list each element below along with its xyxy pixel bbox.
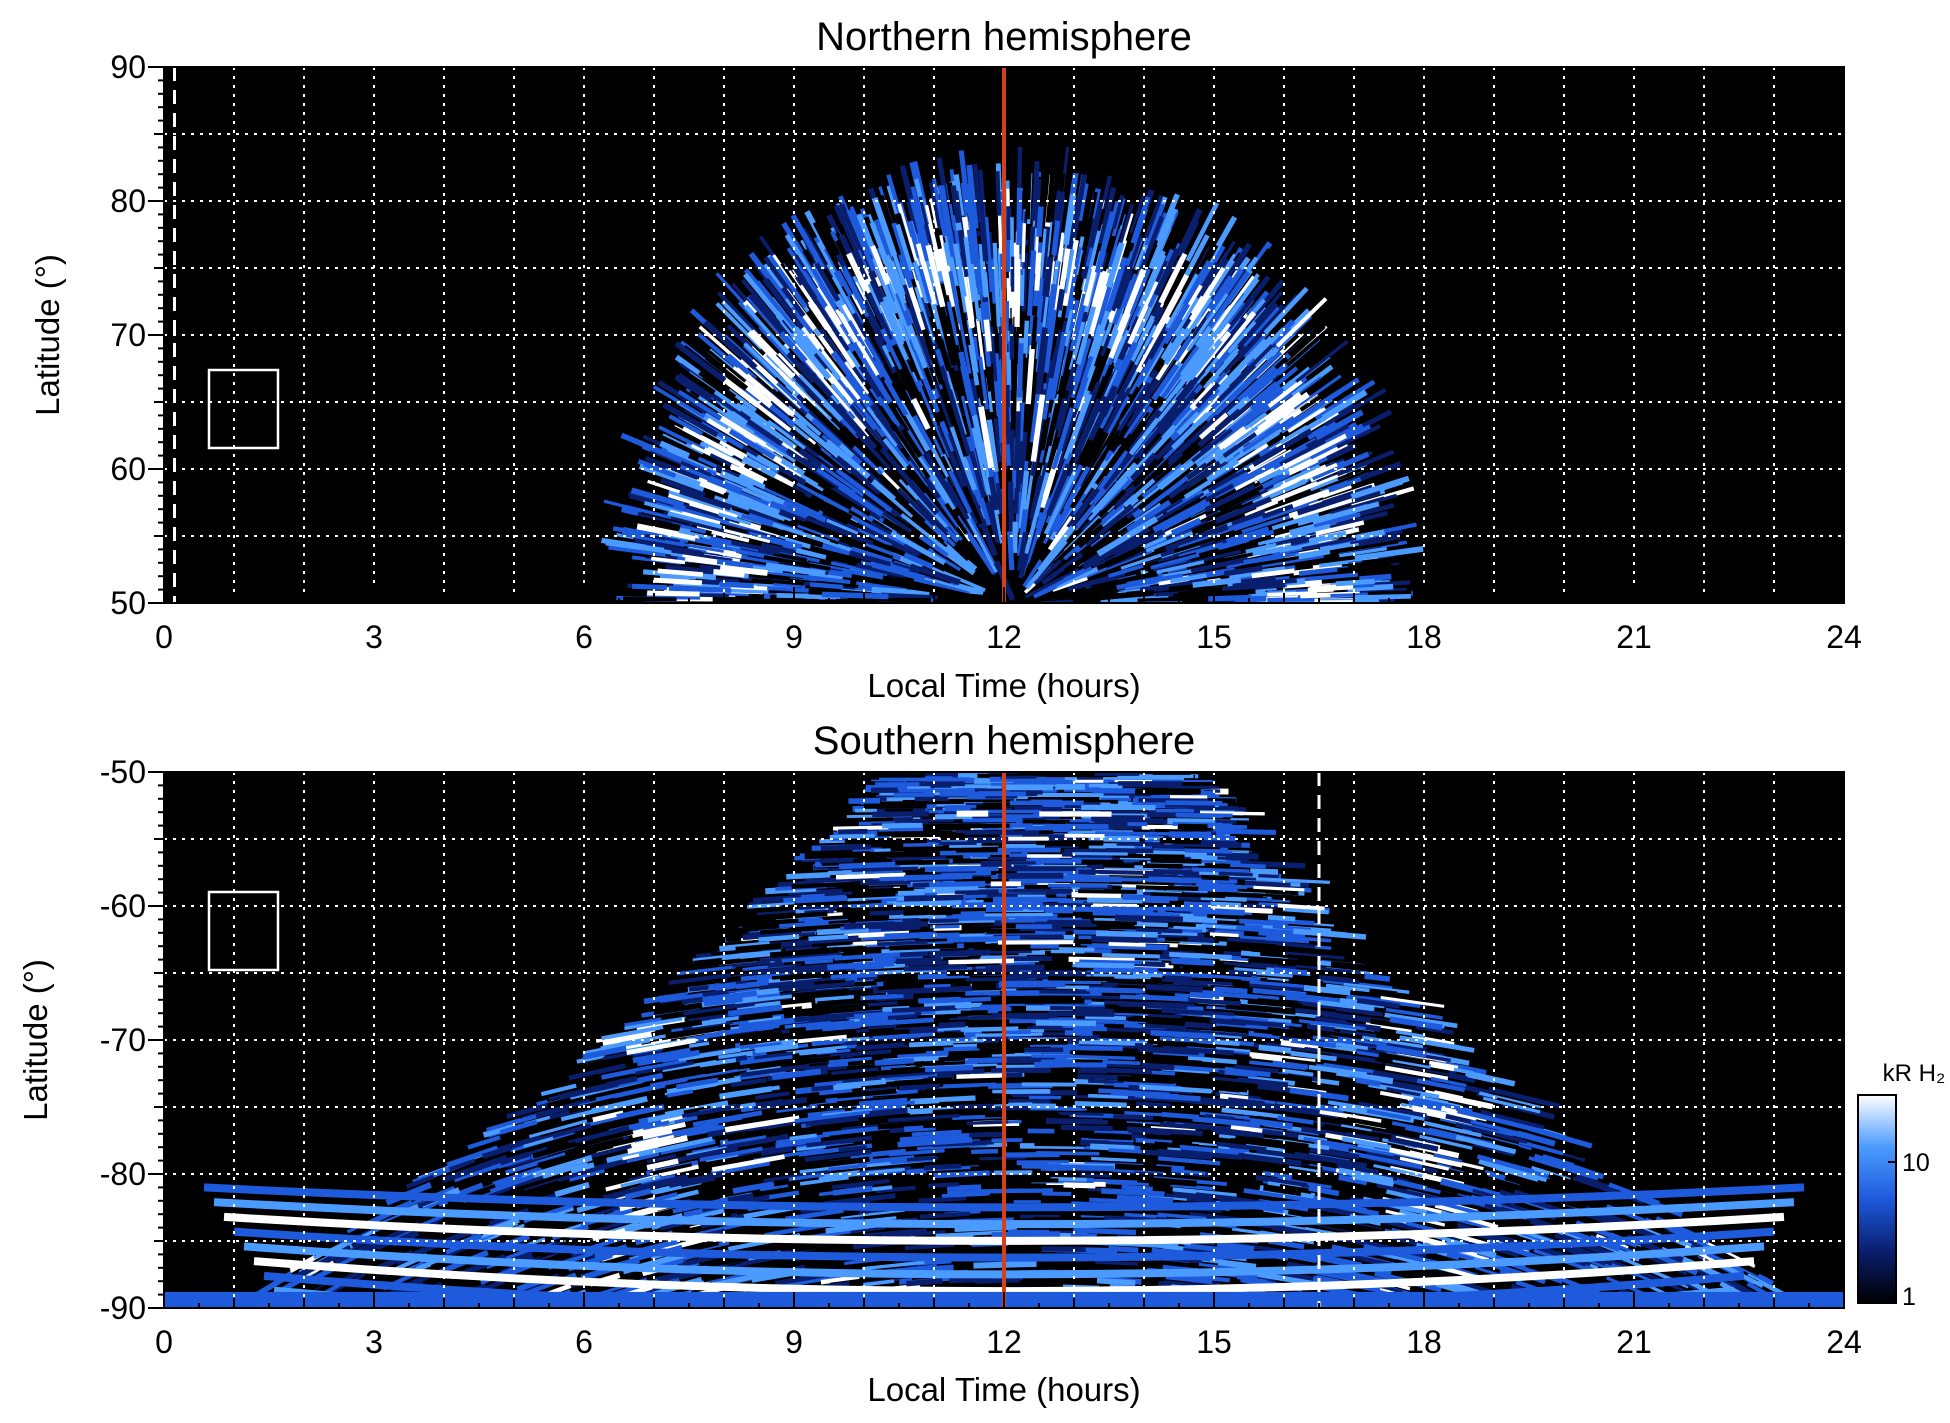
south-y-tick-label: -90 xyxy=(100,1290,146,1326)
south-x-tick-label: 0 xyxy=(155,1324,173,1360)
colorbar-scale xyxy=(1857,1094,1897,1304)
north-x-tick-label: 24 xyxy=(1826,619,1862,655)
south-x-axis-label: Local Time (hours) xyxy=(867,1371,1140,1408)
north-reference-box xyxy=(207,368,280,450)
south-axis-ticks: 0 3 6 9 12 15 18 21 24 -50 -60 -70 -80 -90 xyxy=(100,754,1862,1360)
south-panel: Southern hemisphere 0 3 6 9 12 15 18 21 24 -50 -60… xyxy=(17,719,1862,1408)
colorbar: kR H₂ 10 1 xyxy=(1857,1060,1946,1311)
south-y-tick-label: -60 xyxy=(100,888,146,924)
colorbar-tick-label: 10 xyxy=(1902,1149,1930,1177)
north-x-tick-label: 9 xyxy=(785,619,803,655)
north-axis-ticks: 0 3 6 9 12 15 18 21 24 50 60 70 80 90 xyxy=(110,49,1861,655)
north-x-tick-label: 6 xyxy=(575,619,593,655)
colorbar-label: kR H₂ xyxy=(1883,1060,1946,1087)
colorbar-tick-label: 1 xyxy=(1902,1283,1916,1311)
north-panel: Northern hemisphere 0 3 6 9 12 15 18 21 24 50 60 70… xyxy=(29,15,1862,704)
south-x-tick-label: 24 xyxy=(1826,1324,1862,1360)
south-x-tick-label: 3 xyxy=(365,1324,383,1360)
north-x-tick-label: 15 xyxy=(1196,619,1232,655)
north-x-tick-label: 12 xyxy=(986,619,1022,655)
north-y-tick-label: 80 xyxy=(110,183,146,219)
north-x-tick-label: 3 xyxy=(365,619,383,655)
south-y-tick-label: -70 xyxy=(100,1022,146,1058)
south-y-tick-label: -50 xyxy=(100,754,146,790)
south-emission-map xyxy=(164,772,1844,1308)
north-y-tick-label: 70 xyxy=(110,317,146,353)
north-title: Northern hemisphere xyxy=(816,15,1192,59)
south-x-tick-label: 15 xyxy=(1196,1324,1232,1360)
north-x-tick-label: 18 xyxy=(1406,619,1442,655)
south-x-tick-label: 18 xyxy=(1406,1324,1442,1360)
south-x-tick-label: 12 xyxy=(986,1324,1022,1360)
south-x-tick-label: 6 xyxy=(575,1324,593,1360)
south-y-tick-label: -80 xyxy=(100,1156,146,1192)
south-x-tick-label: 9 xyxy=(785,1324,803,1360)
north-y-axis-label: Latitude (°) xyxy=(29,254,66,416)
north-x-axis-label: Local Time (hours) xyxy=(867,667,1140,704)
north-y-tick-label: 90 xyxy=(110,49,146,85)
north-x-tick-label: 0 xyxy=(155,619,173,655)
north-y-tick-label: 50 xyxy=(110,585,146,621)
south-y-axis-label: Latitude (°) xyxy=(17,959,54,1121)
south-reference-box xyxy=(207,890,280,972)
south-title: Southern hemisphere xyxy=(813,719,1195,763)
south-x-tick-label: 21 xyxy=(1616,1324,1652,1360)
north-y-tick-label: 60 xyxy=(110,451,146,487)
north-x-tick-label: 21 xyxy=(1616,619,1652,655)
